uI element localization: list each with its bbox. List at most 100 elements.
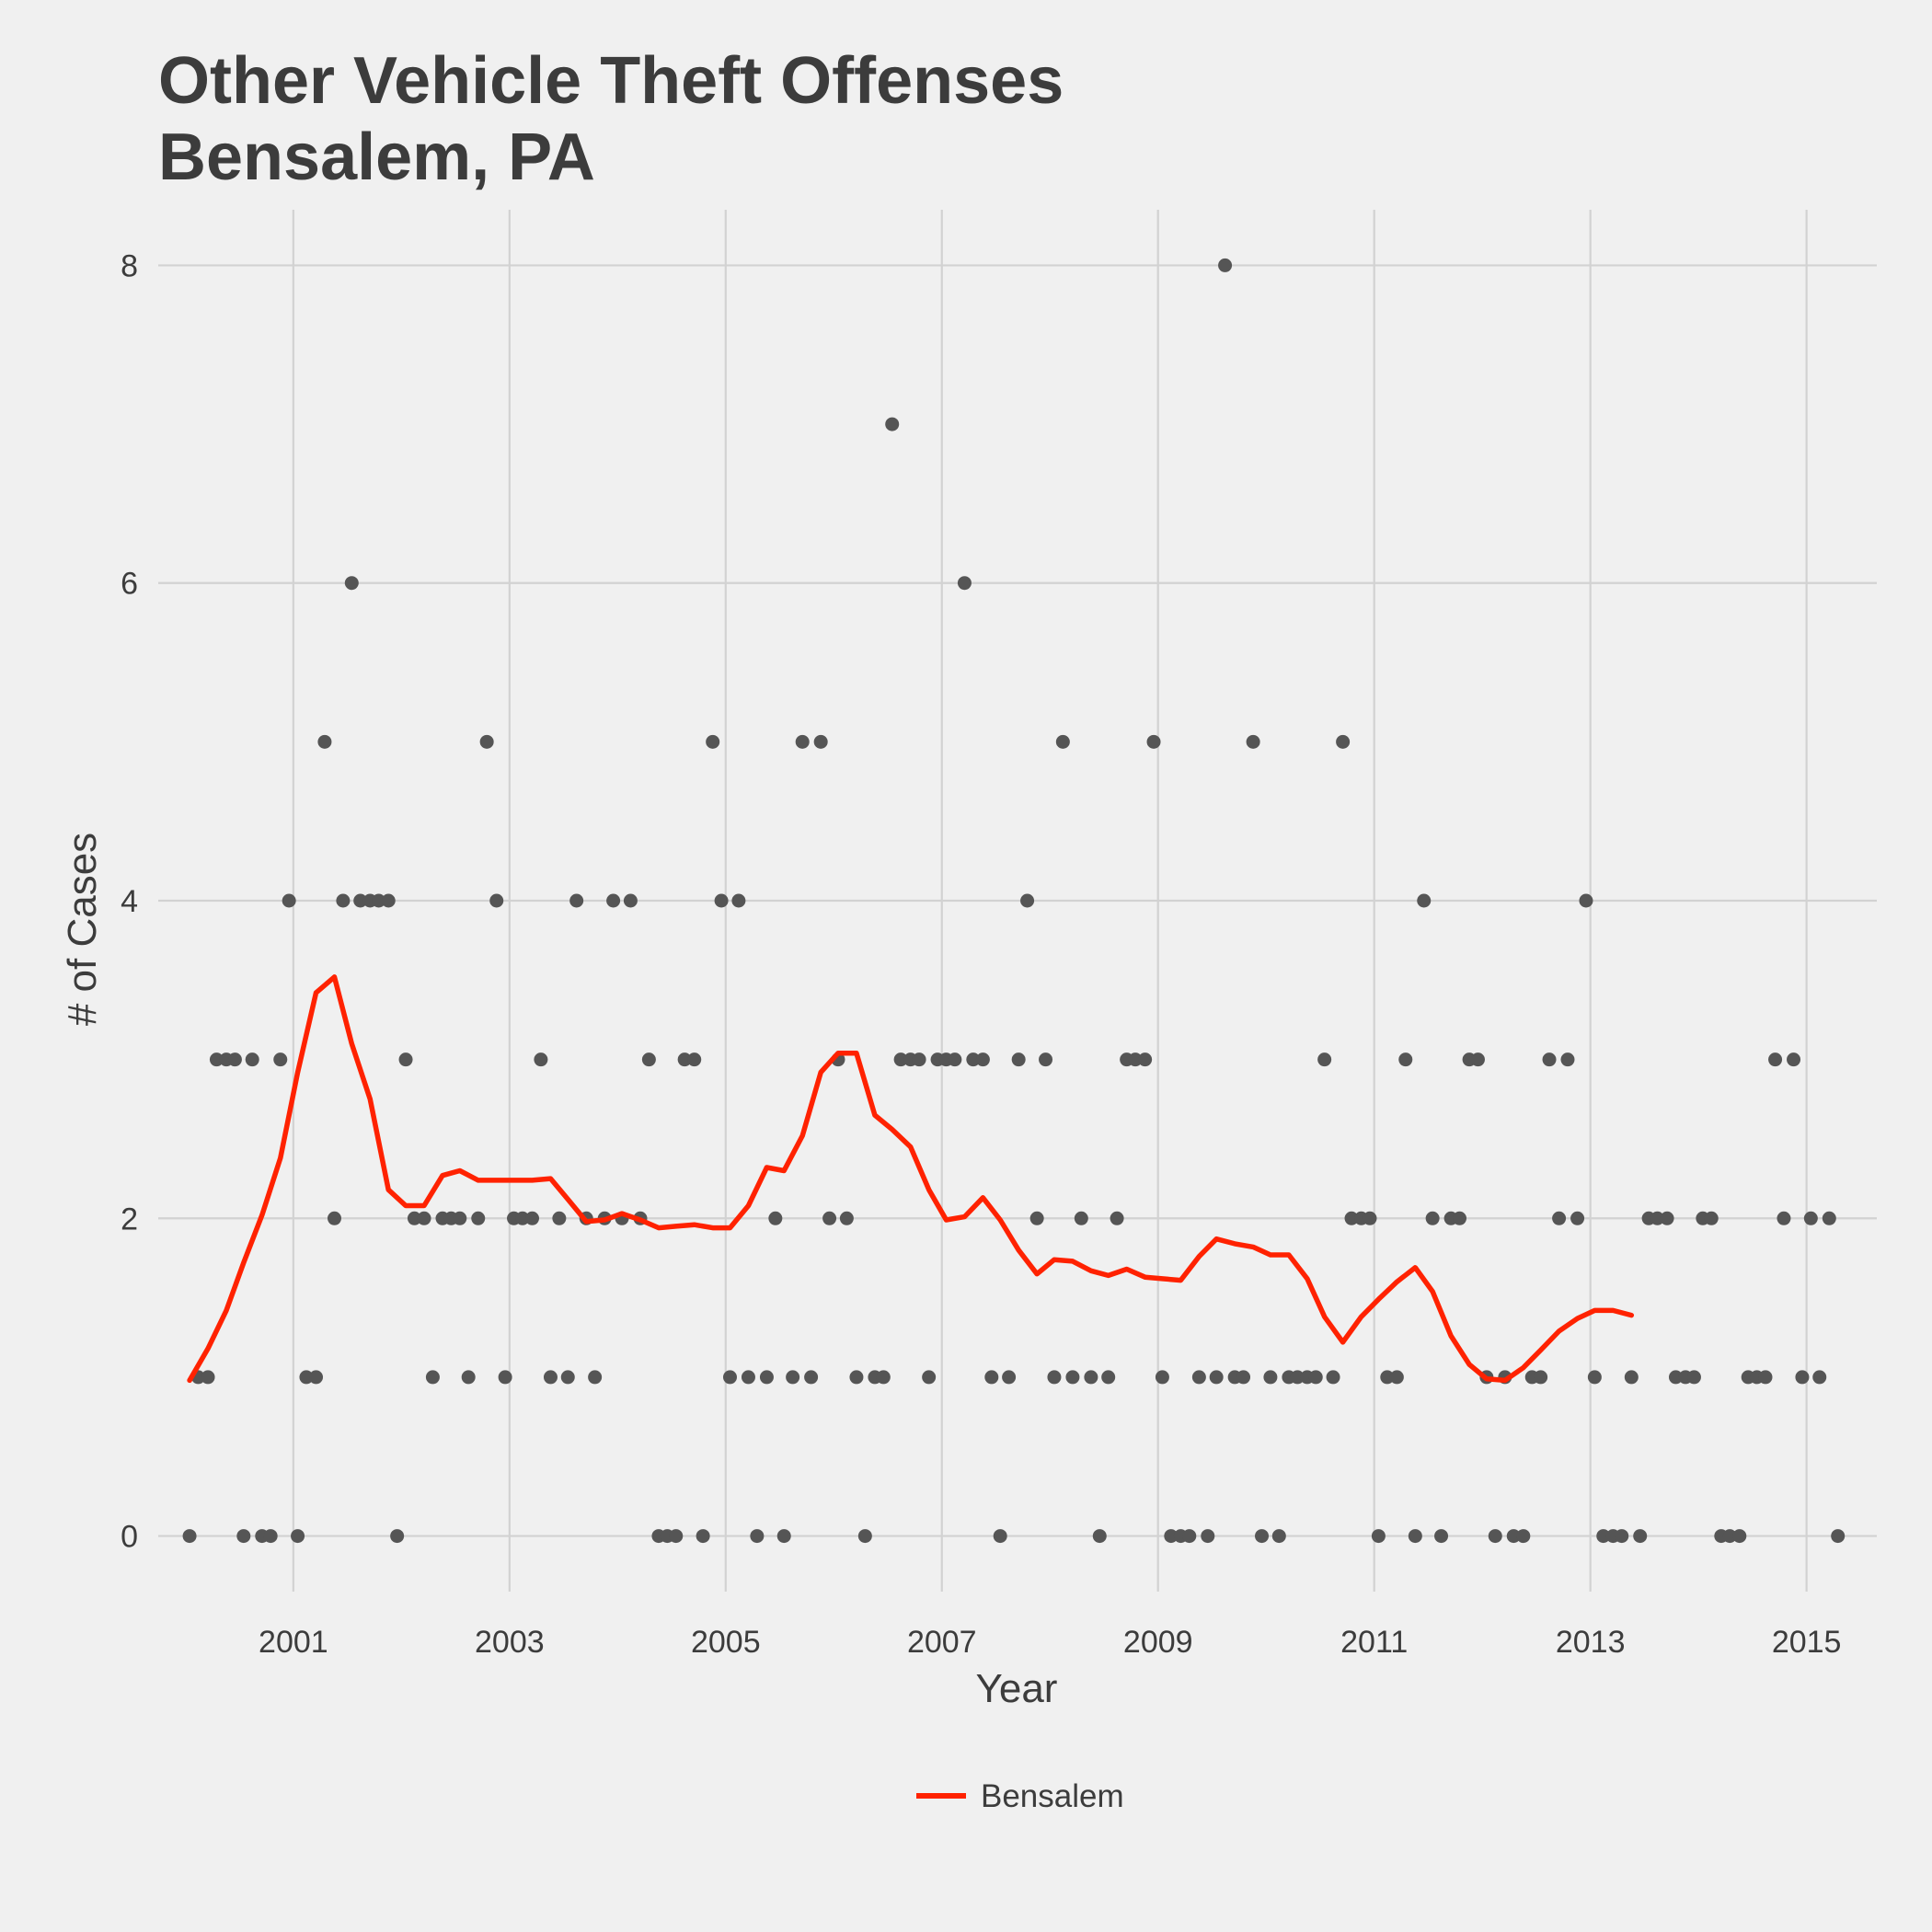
data-point [1516, 1529, 1531, 1544]
data-point [957, 576, 972, 591]
data-point [227, 1052, 242, 1067]
data-point [1002, 1370, 1017, 1385]
data-point [1255, 1529, 1270, 1544]
data-point [1263, 1370, 1278, 1385]
data-point [291, 1529, 305, 1544]
data-point [309, 1370, 324, 1385]
data-point [1218, 258, 1233, 272]
data-point [669, 1529, 684, 1544]
data-point [677, 1052, 692, 1067]
data-point [1164, 1529, 1179, 1544]
data-point [1732, 1529, 1747, 1544]
data-point [1371, 1529, 1386, 1544]
data-point [1308, 1370, 1323, 1385]
data-point [1704, 1211, 1719, 1225]
data-point [1587, 1370, 1602, 1385]
data-point [1182, 1529, 1197, 1544]
data-point [1470, 1052, 1485, 1067]
data-point [768, 1211, 783, 1225]
data-point [1236, 1370, 1251, 1385]
data-point [922, 1370, 937, 1385]
data-point [560, 1370, 575, 1385]
data-point [372, 893, 386, 908]
data-point [1246, 734, 1260, 749]
data-point [1209, 1370, 1224, 1385]
data-point [1570, 1211, 1585, 1225]
data-point [1408, 1529, 1422, 1544]
y-tick-label: 2 [121, 1202, 138, 1236]
data-point [1686, 1370, 1701, 1385]
data-point [1650, 1211, 1665, 1225]
data-point [236, 1529, 251, 1544]
data-point [524, 1211, 539, 1225]
data-point [1660, 1211, 1674, 1225]
data-point [1389, 1370, 1404, 1385]
x-tick-label: 2009 [1123, 1625, 1193, 1660]
data-point [606, 893, 621, 908]
data-point [479, 734, 494, 749]
data-point [948, 1052, 962, 1067]
data-point [353, 893, 368, 908]
data-point [885, 417, 900, 431]
data-point [759, 1370, 774, 1385]
data-point [182, 1529, 197, 1544]
data-point [398, 1052, 413, 1067]
data-point [1398, 1052, 1413, 1067]
data-point [706, 734, 720, 749]
data-point [623, 893, 638, 908]
data-point [273, 1052, 288, 1067]
data-point [209, 1052, 224, 1067]
data-point [1831, 1529, 1846, 1544]
data-point [750, 1529, 765, 1544]
data-point [1668, 1370, 1683, 1385]
data-point [1380, 1370, 1395, 1385]
series-line-bensalem [187, 974, 1635, 1384]
data-point [1768, 1052, 1783, 1067]
y-tick-label: 6 [121, 567, 138, 602]
data-point [1534, 1370, 1548, 1385]
y-tick-label: 8 [121, 248, 138, 283]
data-point [1155, 1370, 1169, 1385]
data-point [588, 1370, 603, 1385]
data-point [714, 893, 729, 908]
data-point [1271, 1529, 1286, 1544]
data-point [344, 576, 359, 591]
data-point [1326, 1370, 1340, 1385]
data-point [1363, 1211, 1377, 1225]
data-point [453, 1211, 467, 1225]
y-tick-label: 4 [121, 884, 138, 919]
data-point [1290, 1370, 1305, 1385]
data-point [795, 734, 810, 749]
y-axis-tick-labels: 0 2 4 6 8 [121, 248, 138, 1554]
data-point [1317, 1052, 1332, 1067]
data-point [849, 1370, 864, 1385]
x-axis-tick-labels: 2001 2003 2005 2007 2009 2011 2013 2015 [259, 1625, 1841, 1660]
data-point [282, 893, 296, 908]
legend-label: Bensalem [981, 1778, 1124, 1814]
legend: Bensalem [916, 1778, 1124, 1814]
data-point [876, 1370, 891, 1385]
data-point [327, 1211, 341, 1225]
data-point [857, 1529, 872, 1544]
data-point [498, 1370, 512, 1385]
data-point [336, 893, 351, 908]
data-point [1560, 1052, 1575, 1067]
data-point [299, 1370, 314, 1385]
data-point [1722, 1529, 1737, 1544]
data-point [1201, 1529, 1215, 1544]
data-point [1092, 1529, 1107, 1544]
data-point [1074, 1211, 1088, 1225]
data-point [1506, 1529, 1521, 1544]
data-point [417, 1211, 431, 1225]
data-point [1128, 1052, 1143, 1067]
data-point [1084, 1370, 1098, 1385]
data-point [1542, 1052, 1557, 1067]
data-point [1110, 1211, 1124, 1225]
data-point [786, 1370, 800, 1385]
data-point [1417, 893, 1432, 908]
data-point [1138, 1052, 1153, 1067]
data-point [1020, 893, 1035, 908]
data-point [381, 893, 396, 908]
data-point [1579, 893, 1593, 908]
